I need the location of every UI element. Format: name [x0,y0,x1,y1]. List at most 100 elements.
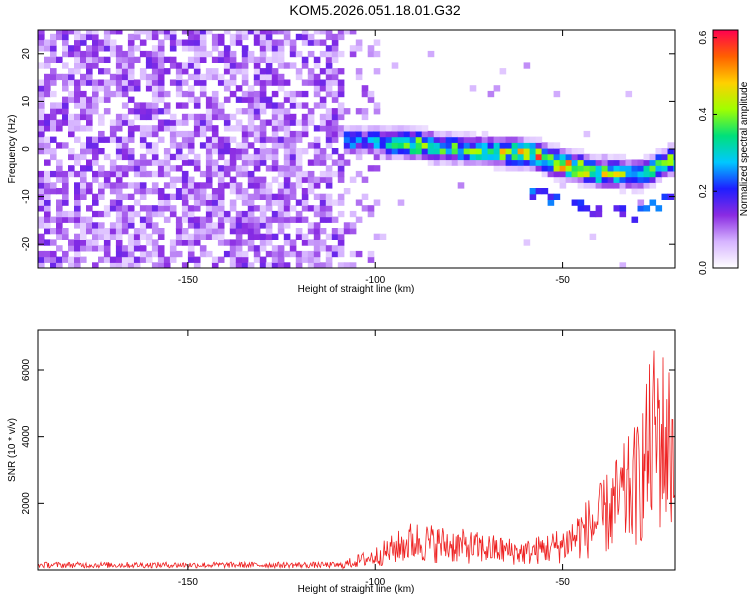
heatmap-cell [38,188,45,195]
heatmap-cell [331,159,339,166]
heatmap-cell [157,165,165,172]
heatmap-cell [253,96,261,103]
heatmap-cell [157,68,165,75]
heatmap-cell [253,79,261,86]
heatmap-cell [247,233,255,240]
heatmap-cell [355,199,363,206]
heatmap-cell [289,136,297,143]
y-tick-label: 0 [21,146,32,152]
heatmap-cell [133,159,141,166]
heatmap-cell [86,79,93,86]
heatmap-cell [283,188,291,195]
heatmap-cell [121,142,129,149]
heatmap-cell [427,130,435,138]
heatmap-cell [283,79,291,86]
heatmap-cell [439,148,447,155]
heatmap-cell [319,30,327,35]
heatmap-cell [193,30,201,35]
heatmap-cell [295,33,303,41]
heatmap-cell [187,210,195,218]
heatmap-cell [493,148,501,155]
heatmap-cell [265,45,273,52]
heatmap-cell [613,165,621,172]
heatmap-cell [86,165,93,172]
heatmap-cell [529,148,537,155]
colorbar: 0.00.20.40.6 Normalized spectral amplitu… [698,29,750,275]
heatmap-cell [295,256,303,263]
heatmap-cell [265,182,273,189]
heatmap-cell [469,85,477,92]
heatmap-cell [523,62,531,69]
heatmap-cell [56,159,63,166]
heatmap-cell [283,113,291,121]
heatmap-cell [283,233,291,240]
heatmap-cell [199,39,207,46]
heatmap-cell [151,182,159,189]
heatmap-cell [421,125,429,132]
heatmap-cell [349,222,357,229]
heatmap-cell [391,148,399,155]
heatmap-cell [157,262,165,268]
heatmap-cell [379,233,387,240]
heatmap-cell [577,205,585,212]
heatmap-cell [211,33,219,41]
heatmap-cell [241,256,249,263]
heatmap-cell [193,125,201,132]
heatmap-cell [56,216,63,223]
heatmap-cell [295,153,303,161]
heatmap-cell [421,130,429,138]
heatmap-cell [193,153,201,161]
heatmap-cell [56,199,63,206]
heatmap-cell [235,188,243,195]
heatmap-cell [601,165,609,172]
heatmap-cell [277,199,285,206]
heatmap-cell [133,56,141,63]
heatmap-cell [349,45,357,52]
heatmap-cell [475,142,483,149]
heatmap-cell [211,90,219,98]
heatmap-cell [331,68,339,75]
heatmap-cell [247,108,255,115]
heatmap-cell [68,79,75,86]
heatmap-cell [175,148,183,155]
heatmap-cell [205,148,213,155]
heatmap-cell [151,50,159,58]
heatmap-cell [163,170,171,178]
heatmap-cell [355,130,363,138]
heatmap-cell [86,45,93,52]
heatmap-cell [115,233,123,240]
heatmap-cell [127,239,135,246]
heatmap-cell [295,233,303,240]
heatmap-cell [62,108,69,115]
heatmap-cell [607,159,615,166]
heatmap-cell [601,153,609,161]
heatmap-cell [127,62,135,69]
heatmap-cell [127,148,135,155]
heatmap-cell [361,85,369,92]
heatmap-cell [74,85,81,92]
heatmap-cell [127,85,135,92]
heatmap-cell [445,136,453,143]
heatmap-cell [50,39,57,46]
heatmap-cell [577,153,585,161]
heatmap-cell [103,79,111,86]
heatmap-cell [445,148,453,155]
heatmap-cell [56,56,63,63]
heatmap-cell [445,153,453,161]
heatmap-cell [511,148,519,155]
heatmap-cell [397,199,405,206]
heatmap-cell [295,119,303,126]
heatmap-cell [74,170,81,178]
heatmap-cell [38,216,45,223]
heatmap-cell [187,245,195,252]
heatmap-cell [139,216,147,223]
heatmap-cell [217,102,225,109]
heatmap-cell [583,159,591,166]
colorbar-label: Normalized spectral amplitude [739,81,750,216]
heatmap-cell [223,56,231,63]
heatmap-cell [553,142,561,149]
heatmap-cell [80,256,87,263]
heatmap-cell [337,176,345,183]
heatmap-cell [277,30,285,35]
heatmap-cell [151,188,159,195]
